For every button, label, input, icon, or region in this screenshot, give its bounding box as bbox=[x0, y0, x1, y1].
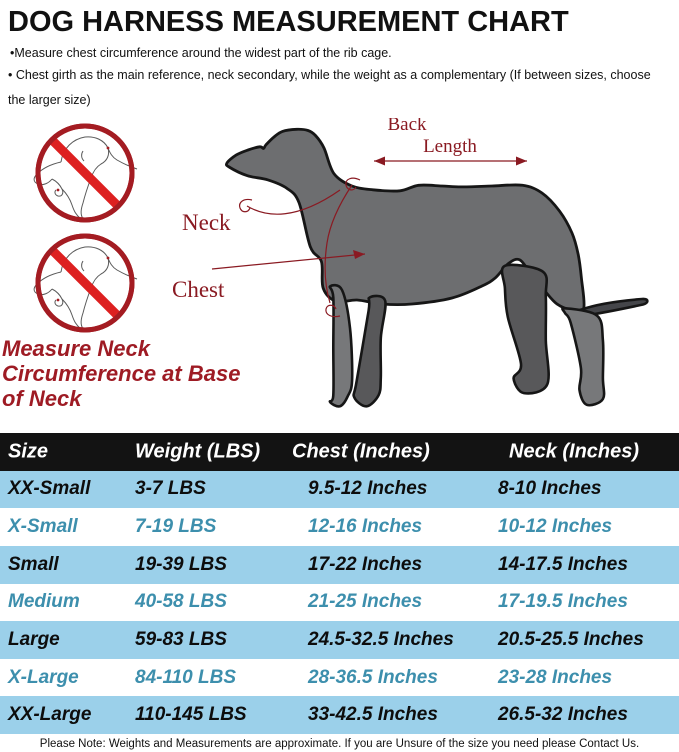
svg-text:Chest: Chest bbox=[172, 277, 225, 302]
svg-text:Neck: Neck bbox=[182, 210, 231, 235]
svg-text:Back: Back bbox=[387, 118, 427, 135]
svg-text:Length: Length bbox=[423, 136, 477, 157]
